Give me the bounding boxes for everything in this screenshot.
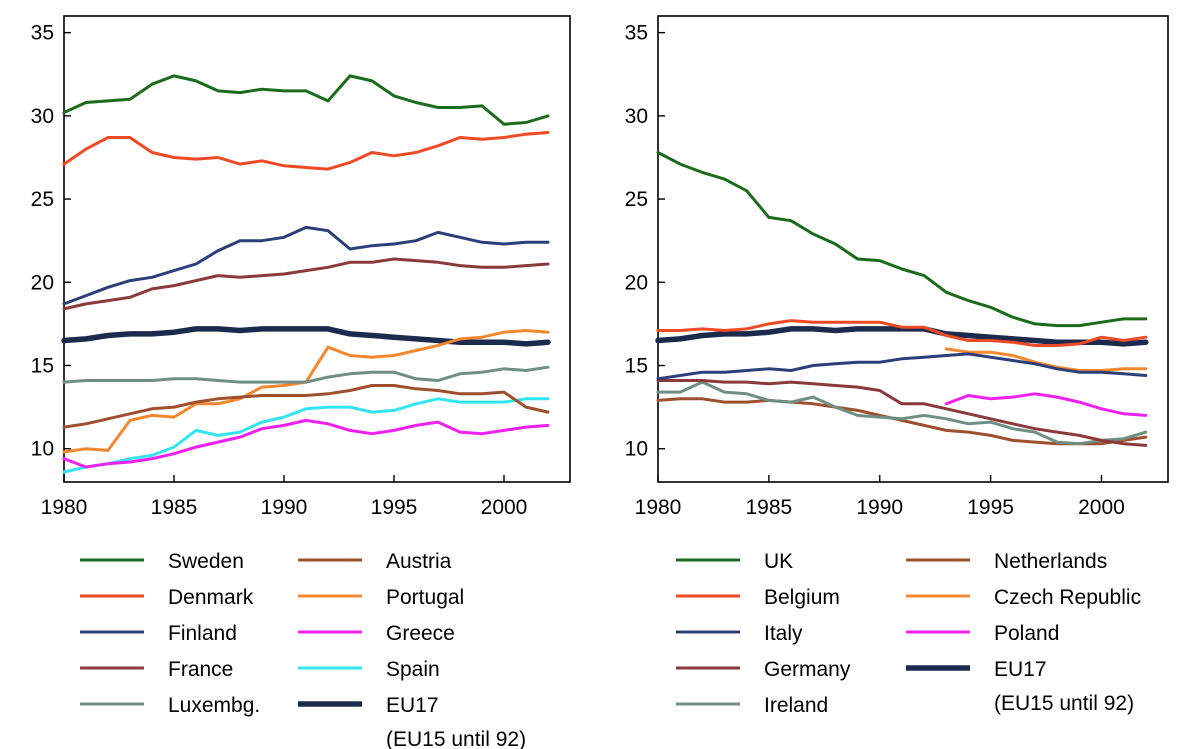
chart-right: 10 15 20 25 30 35 1980 1985 1990 1995 2000 UK Belgiu… (625, 15, 1169, 717)
legend-label-finland: Finland (168, 622, 237, 645)
legend-label-uk: UK (764, 550, 793, 573)
x-tick-label: 2000 (1078, 496, 1125, 519)
series-line-austria (62, 384, 550, 429)
y-tick-label: 10 (625, 438, 648, 461)
series-line-belgium (656, 319, 1148, 347)
legend-label-eu17: EU17 (386, 694, 439, 717)
series-line-eu17 (61, 326, 551, 347)
series-line-eu17 (655, 326, 1149, 347)
series-line-finland (62, 225, 550, 306)
y-tick-label: 20 (31, 271, 54, 294)
y-tick-label: 15 (625, 355, 648, 378)
legend-label-germany: Germany (764, 658, 851, 681)
legend-label-greece: Greece (386, 622, 455, 645)
legend-label-denmark: Denmark (168, 586, 254, 609)
series-line-sweden (62, 74, 550, 126)
series-line-ireland (656, 380, 1148, 446)
legend-label-spain: Spain (386, 658, 440, 681)
legend-label-ireland: Ireland (764, 694, 828, 717)
legend-label-austria: Austria (386, 550, 452, 573)
chart-left: 10 15 20 25 30 35 1980 1985 1990 1995 2000 Sweden De… (31, 15, 571, 749)
x-tick-label: 1995 (371, 496, 418, 519)
legend-label-czech-republic: Czech Republic (994, 586, 1141, 609)
y-tick-label: 30 (625, 105, 648, 128)
series-line-luxembg (62, 365, 550, 384)
x-tick-label: 1990 (856, 496, 903, 519)
series-line-italy (656, 352, 1148, 381)
series-line-poland (944, 392, 1148, 417)
series-line-denmark (62, 131, 550, 171)
legend-label-sweden: Sweden (168, 550, 244, 573)
legend-label-italy: Italy (764, 622, 803, 645)
legend-label-luxembg: Luxembg. (168, 694, 260, 717)
series-line-netherlands (656, 397, 1148, 446)
x-tick-label: 1980 (635, 496, 682, 519)
series-line-france (62, 257, 550, 311)
series-line-uk (656, 151, 1148, 328)
x-tick-label: 1995 (967, 496, 1014, 519)
legend-sublabel-eu17: (EU15 until 92) (386, 728, 526, 749)
plot-frame (63, 15, 571, 483)
y-tick-label: 20 (625, 271, 648, 294)
x-tick-label: 2000 (481, 496, 528, 519)
x-tick-label: 1985 (151, 496, 198, 519)
x-tick-label: 1990 (261, 496, 308, 519)
legend-sublabel-eu17: (EU15 until 92) (994, 692, 1134, 715)
y-tick-label: 25 (625, 188, 648, 211)
x-tick-label: 1980 (41, 496, 88, 519)
legend-label-netherlands: Netherlands (994, 550, 1107, 573)
series-line-czech-republic (944, 347, 1148, 372)
series-line-greece (62, 418, 550, 469)
legend-label-portugal: Portugal (386, 586, 464, 609)
legend-label-eu17: EU17 (994, 658, 1047, 681)
y-tick-label: 35 (31, 22, 54, 45)
legend-label-belgium: Belgium (764, 586, 840, 609)
series-line-spain (62, 397, 550, 474)
legend-label-poland: Poland (994, 622, 1059, 645)
y-tick-label: 10 (31, 438, 54, 461)
legend-label-france: France (168, 658, 233, 681)
plot-frame (657, 15, 1169, 483)
series-line-germany (656, 379, 1148, 447)
y-tick-label: 15 (31, 355, 54, 378)
y-tick-label: 30 (31, 105, 54, 128)
x-tick-label: 1985 (746, 496, 793, 519)
y-tick-label: 35 (625, 22, 648, 45)
y-tick-label: 25 (31, 188, 54, 211)
